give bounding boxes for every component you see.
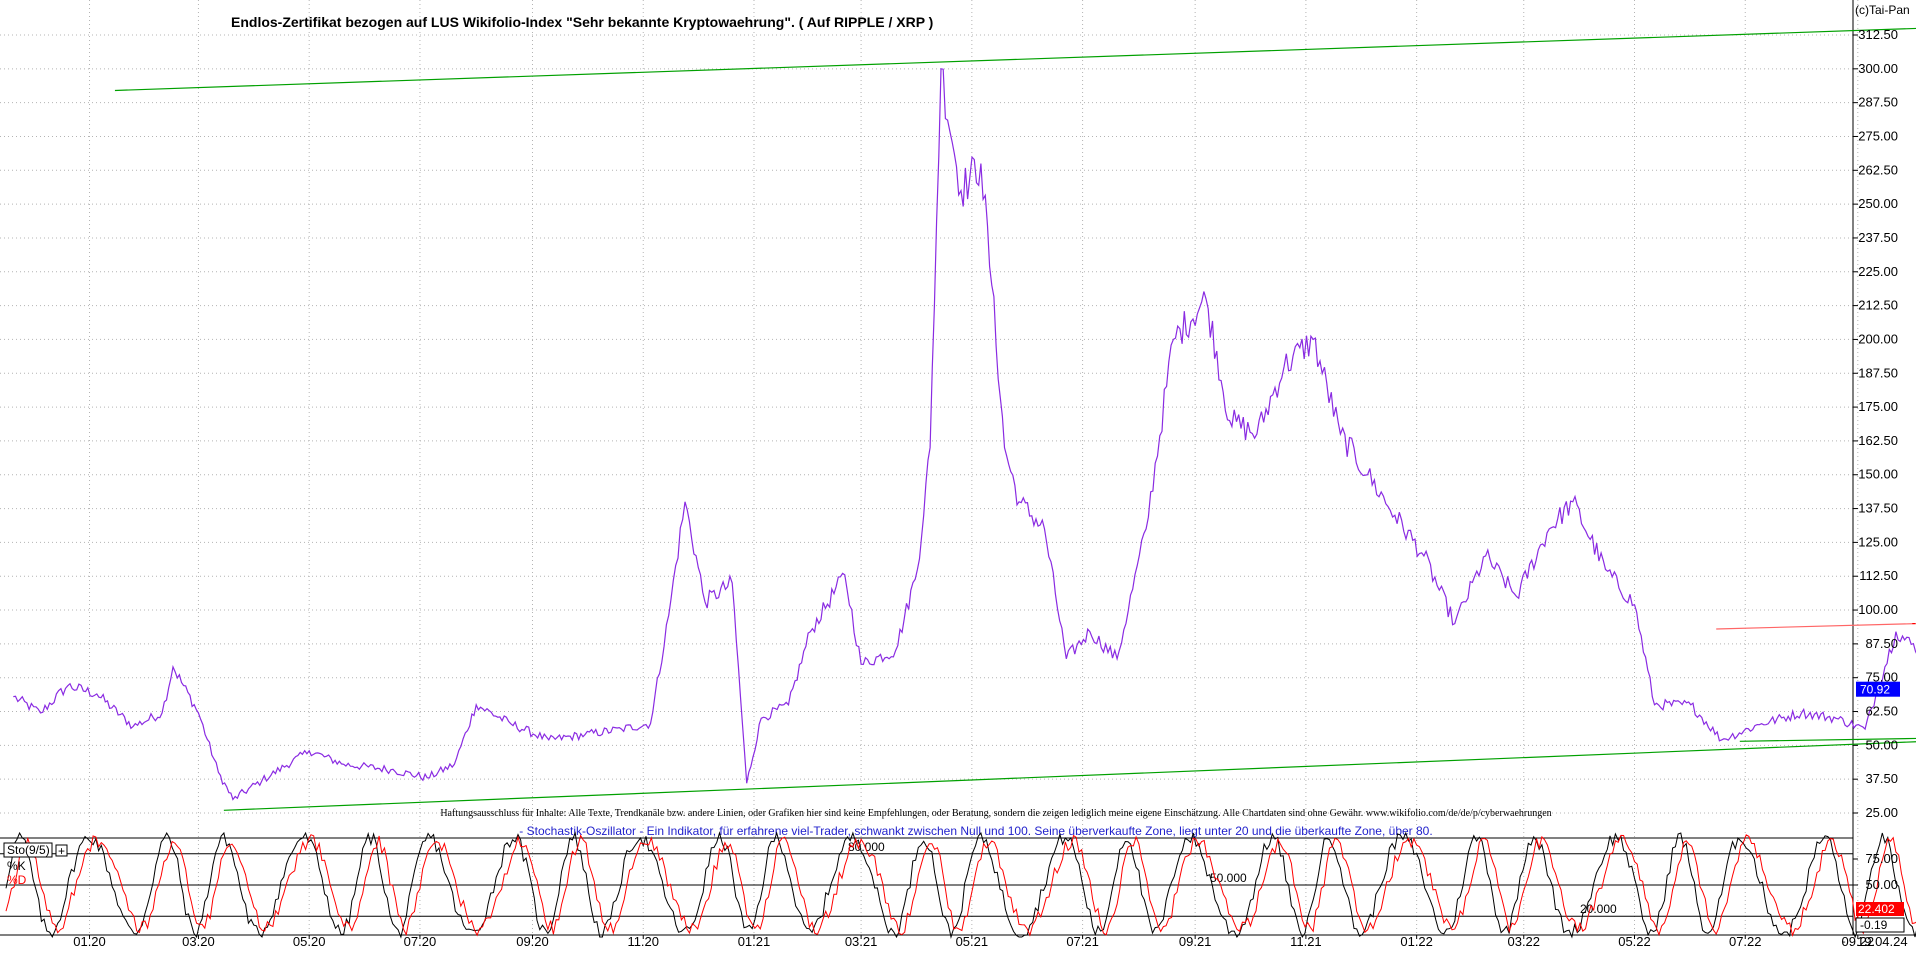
price-tick-label: 300.00: [1858, 61, 1898, 76]
legend-k-label: %K: [7, 859, 26, 873]
price-tick-label: 50.00: [1865, 737, 1898, 752]
price-tick-label: 312.50: [1858, 27, 1898, 42]
date-tick-label: 11.20: [627, 934, 659, 948]
date-tick-label: 07.21: [1066, 934, 1099, 948]
price-tick-label: 112.50: [1859, 568, 1898, 583]
osc-k-last-value: -0.19: [1860, 918, 1888, 932]
price-tick-label: 200.00: [1858, 331, 1898, 346]
date-tick-label: 07.20: [404, 934, 437, 948]
price-tick-label: 287.50: [1858, 95, 1898, 110]
last-date-label: 19.04.24: [1857, 934, 1908, 948]
oscillator-tag: Sto(9/5): [7, 843, 50, 857]
date-tick-label: 05.20: [293, 934, 326, 948]
price-tick-label: 250.00: [1858, 196, 1898, 211]
oscillator-tick-label: 75.00: [1865, 851, 1898, 866]
oscillator-description: - Stochastik-Oszillator - Ein Indikator,…: [519, 824, 1432, 838]
trendline: [1716, 623, 1916, 630]
price-tick-label: 37.50: [1865, 771, 1898, 786]
oscillator-series-group: [5, 831, 1916, 939]
trendline: [223, 741, 1916, 811]
price-tick-label: 137.50: [1858, 501, 1898, 516]
osc-d-last-value: 22.402: [1858, 902, 1895, 916]
price-tick-label: 162.50: [1858, 433, 1898, 448]
price-tick-label: 175.00: [1858, 399, 1898, 414]
disclaimer-text: Haftungsausschluss für Inhalte: Alle Tex…: [440, 808, 1551, 819]
expand-oscillator-button[interactable]: [55, 844, 68, 857]
last-value-badge: 70.92: [1856, 681, 1900, 697]
price-tick-label: 100.00: [1858, 602, 1898, 617]
oscillator-tick-label: 50.00: [1865, 877, 1898, 892]
date-tick-label: 01.21: [738, 934, 771, 948]
date-tick-label: 07.22: [1729, 934, 1762, 948]
copyright-label: (c)Tai-Pan: [1855, 3, 1910, 17]
date-tick-label: 03.22: [1507, 934, 1540, 948]
price-tick-label: 125.00: [1858, 534, 1898, 549]
date-tick-label: 03.20: [182, 934, 215, 948]
date-tick-label: 01.22: [1400, 934, 1433, 948]
oscillator-level-label: 20.000: [1580, 902, 1617, 916]
oscillator-tag-box[interactable]: [3, 842, 53, 858]
date-tick-label: 01.20: [73, 934, 106, 948]
oscillator-level-label: 50.000: [1210, 871, 1247, 885]
price-series-group: [13, 68, 1916, 801]
oscillator-series-k: [5, 831, 1916, 939]
date-tick-label: 09.20: [516, 934, 549, 948]
price-axis: 25.00 37.50 50.00 62.50 75.00 87.50 100.00 112.…: [1853, 27, 1898, 820]
last-value-label: 70.92: [1860, 683, 1890, 697]
price-tick-label: 225.00: [1858, 264, 1898, 279]
date-tick-label: 09.21: [1179, 934, 1212, 948]
price-tick-label: 275.00: [1858, 128, 1898, 143]
scroll-marker-icon: -: [1842, 936, 1846, 948]
date-tick-label: 11.21: [1290, 934, 1322, 948]
oscillator-badges: 22.402 -0.19: [1855, 902, 1905, 933]
legend-d-label: %D: [7, 873, 27, 887]
price-tick-label: 62.50: [1865, 704, 1898, 719]
price-tick-label: 187.50: [1858, 365, 1898, 380]
price-tick-label: 212.50: [1858, 298, 1898, 313]
date-tick-label: 09.22: [1842, 934, 1875, 948]
price-tick-label: 150.00: [1858, 467, 1898, 482]
trendline: [1739, 737, 1916, 742]
price-tick-label: 262.50: [1858, 162, 1898, 177]
price-tick-label: 87.50: [1865, 636, 1898, 651]
trendline: [114, 27, 1916, 92]
oscillator-axis: 75.00 50.00: [1853, 851, 1898, 892]
date-tick-label: 03.21: [845, 934, 878, 948]
price-tick-label: 75.00: [1865, 670, 1898, 685]
price-tick-label: 237.50: [1858, 230, 1898, 245]
date-tick-label: 05.22: [1618, 934, 1651, 948]
plus-icon: +: [58, 844, 65, 858]
oscillator-series-d: [5, 834, 1916, 937]
date-tick-label: 05.21: [956, 934, 989, 948]
date-axis: 01.20 03.20 05.20 07.20 09.20 11.20 01.21 03.21…: [73, 934, 1875, 949]
oscillator-legend: Sto(9/5) + %K %D: [3, 842, 68, 887]
price-tick-label: 25.00: [1865, 805, 1898, 820]
price-series-line: [13, 68, 1916, 801]
trendlines: [114, 27, 1916, 811]
chart-title: Endlos-Zertifikat bezogen auf LUS Wikifo…: [231, 14, 933, 30]
